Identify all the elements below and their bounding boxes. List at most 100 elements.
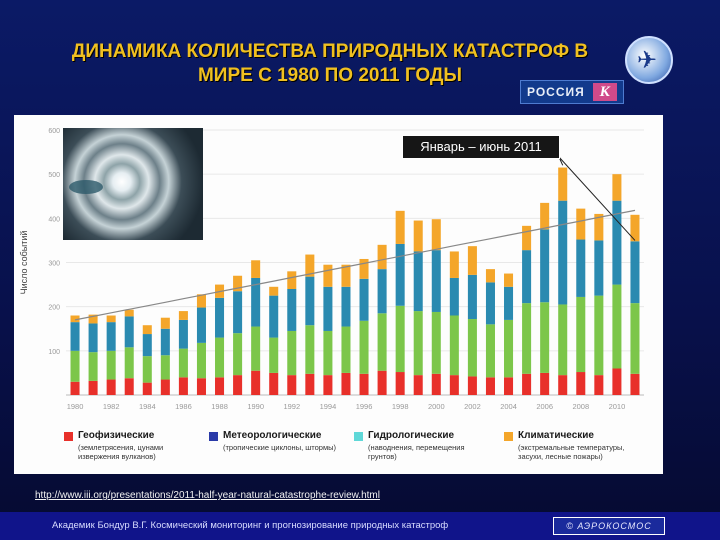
bar-segment (485, 282, 495, 325)
bar-segment (576, 239, 586, 297)
bar-segment (540, 372, 550, 395)
bar-segment (540, 302, 550, 373)
period-callout: Январь – июнь 2011 (402, 135, 560, 159)
bar-segment (70, 381, 80, 395)
bar-segment (178, 311, 188, 320)
x-tick-label: 1990 (247, 402, 264, 411)
bar-segment (160, 317, 170, 329)
x-tick-label: 1986 (175, 402, 192, 411)
bar-segment (341, 372, 351, 395)
bar-segment (558, 200, 568, 305)
bar-segment (196, 342, 206, 379)
bar-segment (558, 375, 568, 395)
bar-segment (251, 326, 261, 371)
bar-segment (233, 375, 243, 395)
bar-segment (594, 295, 604, 376)
bar-segment (431, 219, 441, 251)
legend-swatch (504, 432, 513, 441)
bar-segment (413, 311, 423, 376)
legend-swatch (64, 432, 73, 441)
bar-segment (485, 269, 495, 283)
bar-segment (341, 286, 351, 327)
bar-segment (70, 315, 80, 323)
bar-segment (305, 325, 315, 374)
bar-segment (395, 372, 405, 395)
y-tick-label: 100 (48, 349, 60, 356)
bar-segment (504, 377, 514, 395)
bar-segment (522, 373, 532, 395)
x-tick-label: 1984 (139, 402, 156, 411)
bar-segment (413, 220, 423, 252)
y-tick-label: 600 (48, 128, 60, 135)
bar-segment (305, 254, 315, 277)
bar-segment (269, 295, 279, 338)
footer-text: Академик Бондур В.Г. Космический монитор… (52, 520, 449, 531)
bar-segment (178, 377, 188, 395)
bar-segment (215, 297, 225, 338)
bar-segment (630, 214, 640, 242)
legend-label: Климатические (518, 430, 594, 441)
bar-segment (323, 264, 333, 287)
bar-segment (558, 304, 568, 376)
bar-segment (449, 315, 459, 376)
x-tick-label: 1996 (356, 402, 373, 411)
bar-segment (359, 258, 369, 279)
bar-segment (287, 271, 297, 289)
bar-segment (594, 240, 604, 296)
bar-segment (612, 174, 622, 201)
bar-segment (178, 348, 188, 378)
bar-segment (359, 320, 369, 374)
bar-segment (233, 333, 243, 376)
chart-svg: 100 200 300 400 500 600 Число событий 1980 1982 1… (19, 128, 644, 411)
bar-segment (106, 322, 116, 351)
y-axis-label: Число событий (19, 231, 29, 295)
title-line-2: МИРЕ С 1980 ПО 2011 ГОДЫ (197, 65, 463, 86)
bar-segment (504, 273, 514, 287)
bar-segment (485, 324, 495, 378)
bar-segment (269, 286, 279, 296)
bar-segment (70, 350, 80, 382)
bar-segment (359, 278, 369, 321)
source-link[interactable]: http://www.iii.org/presentations/2011-ha… (35, 490, 380, 501)
bar-segment (233, 291, 243, 334)
bar-segment (522, 225, 532, 251)
footer-bar: Академик Бондур В.Г. Космический монитор… (0, 512, 720, 540)
x-tick-label: 2010 (609, 402, 626, 411)
y-tick-label: 300 (48, 261, 60, 268)
bar-segment (305, 373, 315, 395)
bar-segment (106, 379, 116, 395)
bar-segment (323, 330, 333, 376)
x-tick-label: 2000 (428, 402, 445, 411)
bar-segment (395, 243, 405, 306)
bar-segment (124, 309, 134, 317)
bar-segment (251, 260, 261, 278)
x-tick-label: 1994 (320, 402, 337, 411)
bar-segment (106, 315, 116, 323)
x-tick-label: 2006 (536, 402, 553, 411)
bar-segment (341, 326, 351, 373)
bar-segment (88, 323, 98, 353)
bar-segment (287, 289, 297, 331)
legend-description: (землетрясения, цунами извержения вулкан… (78, 443, 164, 461)
legend-description: (тропические циклоны, штормы) (223, 443, 337, 452)
bar-segment (449, 277, 459, 316)
bar-segment (558, 167, 568, 201)
bar-segment (287, 330, 297, 376)
bar-segment (88, 380, 98, 395)
bar-segment (196, 294, 206, 308)
slide-title: ДИНАМИКА КОЛИЧЕСТВА ПРИРОДНЫХ КАТАСТРОФ … (40, 40, 620, 88)
bar-segment (124, 378, 134, 395)
bar-segment (305, 276, 315, 326)
bar-segment (594, 375, 604, 395)
bar-segment (359, 373, 369, 395)
title-line-1: ДИНАМИКА КОЛИЧЕСТВА ПРИРОДНЫХ КАТАСТРОФ … (71, 41, 589, 62)
channel-letter: К (592, 83, 617, 101)
bar-segment (504, 286, 514, 320)
bar-segment (522, 303, 532, 374)
bar-segment (142, 382, 152, 395)
x-tick-label: 1980 (67, 402, 84, 411)
bar-segment (269, 337, 279, 373)
legend-label: Геофизические (78, 430, 155, 441)
y-tick-label: 400 (48, 216, 60, 223)
x-tick-label: 1998 (392, 402, 409, 411)
